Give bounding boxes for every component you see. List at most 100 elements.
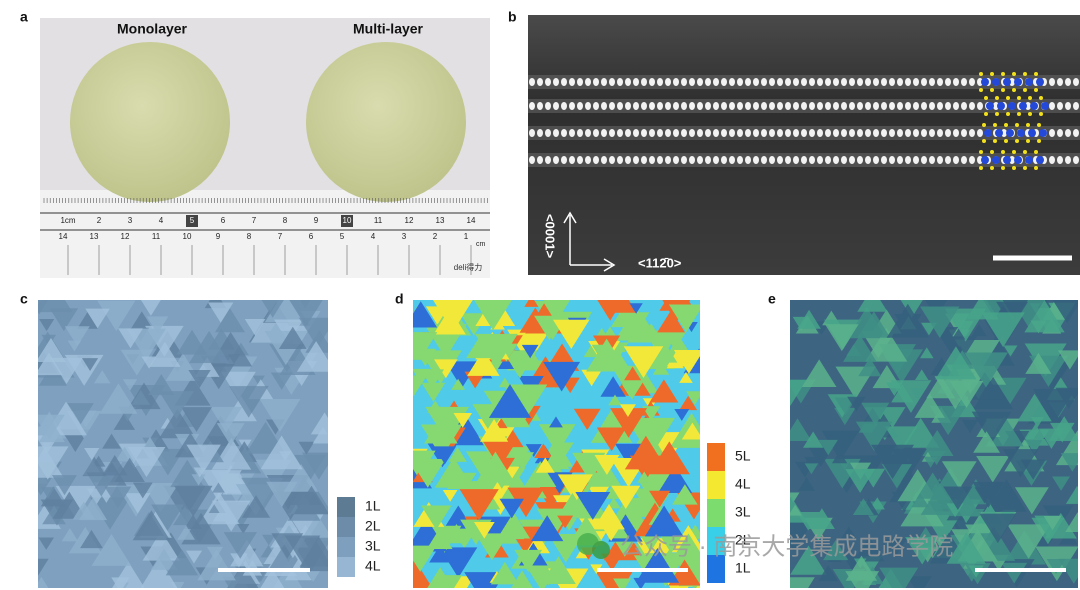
- atom-model: [1028, 112, 1032, 116]
- atom-model: [1023, 166, 1027, 170]
- flake: [920, 429, 954, 456]
- wafer-label: Multi-layer: [353, 21, 424, 37]
- atom: [889, 102, 895, 110]
- flake: [38, 576, 49, 588]
- flake: [575, 492, 611, 520]
- flake: [511, 452, 535, 471]
- atom-model: [981, 78, 989, 86]
- atom: [641, 102, 647, 110]
- flake: [543, 300, 571, 322]
- atom: [737, 78, 743, 86]
- flake: [434, 457, 473, 488]
- atom-model: [981, 156, 989, 164]
- flake: [176, 329, 208, 355]
- flake: [1024, 300, 1065, 333]
- flake: [884, 538, 907, 557]
- flake: [229, 386, 269, 418]
- atom: [705, 156, 711, 164]
- flake: [244, 318, 266, 336]
- flake: [596, 427, 627, 452]
- flake: [524, 300, 539, 307]
- flake: [114, 457, 145, 482]
- flake: [426, 528, 453, 549]
- atom: [1073, 102, 1079, 110]
- flake: [543, 361, 581, 392]
- atom-model: [1034, 150, 1038, 154]
- flake: [951, 529, 973, 547]
- flake: [488, 384, 532, 418]
- atom: [1065, 78, 1071, 86]
- flake: [946, 532, 986, 564]
- atom: [697, 78, 703, 86]
- flake: [507, 487, 545, 518]
- atom: [745, 156, 751, 164]
- flake: [600, 376, 626, 397]
- flake: [591, 344, 607, 357]
- flake: [214, 308, 245, 333]
- ruler-label: 3: [402, 232, 407, 241]
- flake: [679, 395, 698, 411]
- flake: [260, 435, 303, 470]
- flake: [858, 357, 882, 377]
- flake: [40, 487, 56, 499]
- atom: [761, 78, 767, 86]
- flake: [191, 474, 206, 486]
- flake: [1002, 449, 1039, 478]
- atom: [577, 78, 583, 86]
- atom: [1009, 78, 1015, 86]
- atom: [1049, 102, 1055, 110]
- flake: [174, 485, 213, 517]
- ruler-label: 14: [467, 216, 476, 225]
- atom-model: [1012, 166, 1016, 170]
- atom: [585, 156, 591, 164]
- atom-model: [1006, 96, 1010, 100]
- flake: [631, 417, 675, 453]
- atom: [561, 102, 567, 110]
- flake: [1007, 524, 1051, 559]
- flake: [467, 349, 500, 376]
- flake: [300, 514, 328, 541]
- atom-model: [979, 166, 983, 170]
- flakes: [38, 300, 328, 588]
- flake: [424, 416, 458, 444]
- flake: [473, 522, 495, 539]
- atom: [937, 78, 943, 86]
- flake: [804, 463, 819, 475]
- flake: [284, 535, 321, 564]
- atom: [825, 102, 831, 110]
- atom-model: [982, 139, 986, 143]
- flake: [453, 412, 472, 428]
- atom: [649, 102, 655, 110]
- atom: [857, 78, 863, 86]
- atom: [641, 129, 647, 137]
- flake: [38, 300, 73, 313]
- flake: [475, 533, 509, 561]
- atom: [529, 78, 535, 86]
- flake: [855, 421, 893, 451]
- atom: [825, 129, 831, 137]
- atom: [585, 78, 591, 86]
- ruler-label: 7: [278, 232, 283, 241]
- atom-model: [990, 72, 994, 76]
- atom: [553, 102, 559, 110]
- atom: [761, 156, 767, 164]
- ruler-label: 3: [128, 216, 133, 225]
- flake: [585, 457, 622, 487]
- atom: [673, 129, 679, 137]
- atom: [673, 102, 679, 110]
- ruler-label: 6: [221, 216, 226, 225]
- atom: [633, 78, 639, 86]
- atom: [633, 102, 639, 110]
- atom-model: [1025, 156, 1033, 164]
- flakes: [413, 300, 700, 588]
- ruler-label: 5: [190, 216, 195, 225]
- atom: [577, 102, 583, 110]
- colorbar: 1L 2L 3L 4L: [337, 497, 381, 577]
- atom-model: [1006, 112, 1010, 116]
- flake: [861, 468, 886, 488]
- flake: [298, 441, 315, 455]
- atom: [697, 102, 703, 110]
- atom: [569, 102, 575, 110]
- flake: [38, 537, 54, 550]
